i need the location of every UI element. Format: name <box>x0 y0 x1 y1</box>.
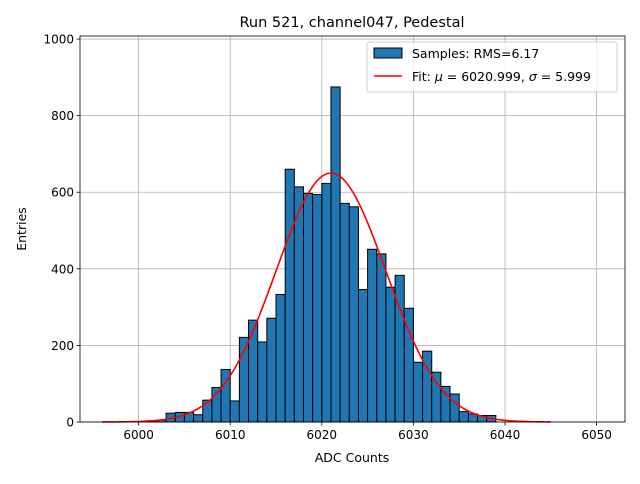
x-axis-label: ADC Counts <box>315 450 390 465</box>
x-tick-label: 6040 <box>490 428 521 442</box>
x-tick-label: 6000 <box>123 428 154 442</box>
fit-prefix: Fit: <box>412 69 435 84</box>
sigma-value: = 5.999 <box>537 69 591 84</box>
histogram-bar <box>449 393 460 423</box>
histogram-bar <box>440 385 451 423</box>
y-tick-label: 800 <box>51 109 74 123</box>
legend-box <box>366 41 618 93</box>
axes-frame <box>79 35 626 423</box>
histogram-bars <box>147 86 497 423</box>
histogram-bar <box>275 293 286 423</box>
histogram-bar <box>257 341 268 423</box>
histogram-bar <box>248 319 259 423</box>
histogram-bar <box>202 399 213 423</box>
histogram-bar <box>394 274 405 423</box>
x-tick-label: 6050 <box>581 428 612 442</box>
histogram-bar <box>293 186 304 423</box>
legend-label-fit: Fit: μ = 6020.999, σ = 5.999 <box>412 69 591 84</box>
mu-value: = 6020.999, <box>443 69 529 84</box>
histogram-bar <box>412 361 424 423</box>
histogram-bar <box>302 192 314 423</box>
x-tick-label: 6030 <box>398 428 429 442</box>
y-tick-label: 0 <box>66 416 74 430</box>
sigma-symbol: σ <box>529 69 538 84</box>
histogram-bar <box>348 206 359 423</box>
histogram-bar <box>458 411 469 423</box>
histogram-bar <box>229 400 240 423</box>
histogram-bar <box>376 253 387 423</box>
legend: Samples: RMS=6.17 Fit: μ = 6020.999, σ =… <box>366 41 618 93</box>
x-tick-label: 6010 <box>215 428 246 442</box>
y-axis-label: Entries <box>14 207 29 251</box>
histogram-bar <box>312 194 323 423</box>
y-tick-label: 1000 <box>43 33 74 47</box>
legend-label-samples: Samples: RMS=6.17 <box>412 46 539 61</box>
histogram-bar <box>367 248 378 423</box>
histogram-bar <box>357 289 369 423</box>
histogram-bar <box>403 307 414 423</box>
x-tick-label: 6020 <box>307 428 338 442</box>
legend-patch-samples <box>373 47 403 59</box>
histogram-bar <box>330 86 341 423</box>
axis-ticks: 6000 6010 6020 6030 6040 6050 0 200 400 600 800 100… <box>43 33 611 442</box>
histogram-bar <box>284 168 295 423</box>
chart-title: Run 521, channel047, Pedestal <box>239 15 464 31</box>
histogram-bar <box>266 317 277 423</box>
histogram-bar <box>321 182 332 423</box>
y-tick-label: 400 <box>51 262 74 276</box>
mu-symbol: μ <box>434 69 443 84</box>
histogram-bar <box>431 371 442 423</box>
histogram-bar <box>339 202 350 423</box>
histogram-bar <box>385 286 396 423</box>
y-tick-label: 600 <box>51 186 74 200</box>
fit-curve <box>101 172 551 423</box>
histogram-bar <box>193 414 204 423</box>
y-tick-label: 200 <box>51 339 74 353</box>
